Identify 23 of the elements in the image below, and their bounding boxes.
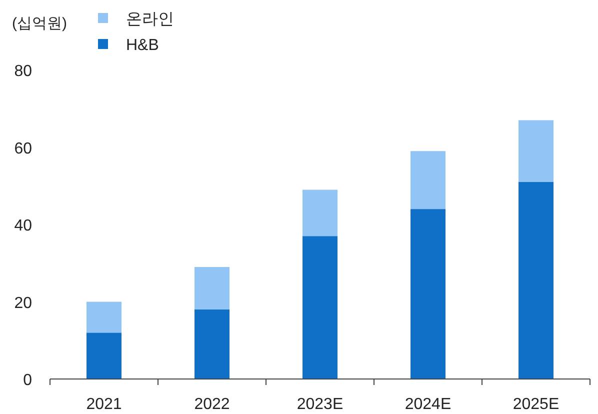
x-tick-label: 2021 bbox=[86, 396, 122, 413]
x-tick-label: 2023E bbox=[296, 396, 344, 413]
bar bbox=[194, 309, 230, 379]
y-axis-title: (십억원) bbox=[12, 15, 67, 32]
bar bbox=[518, 120, 554, 182]
y-tick-label: 80 bbox=[14, 63, 32, 80]
x-tick-label: 2025E bbox=[512, 396, 560, 413]
x-tick-label: 2024E bbox=[404, 396, 452, 413]
legend-label: 온라인 bbox=[126, 11, 174, 28]
bar bbox=[302, 190, 338, 236]
bar bbox=[194, 266, 230, 310]
bar bbox=[302, 236, 338, 379]
bar bbox=[410, 209, 446, 379]
legend-label: H&B bbox=[126, 37, 159, 54]
bar bbox=[86, 332, 122, 379]
y-tick-label: 60 bbox=[14, 140, 32, 158]
y-tick-label: 40 bbox=[14, 218, 32, 234]
x-tick-label: 2022 bbox=[194, 396, 230, 413]
bar bbox=[518, 182, 554, 379]
y-tick-label: 0 bbox=[23, 372, 32, 389]
y-tick-label: 20 bbox=[14, 294, 32, 312]
bar bbox=[86, 302, 122, 333]
bar bbox=[410, 151, 446, 210]
